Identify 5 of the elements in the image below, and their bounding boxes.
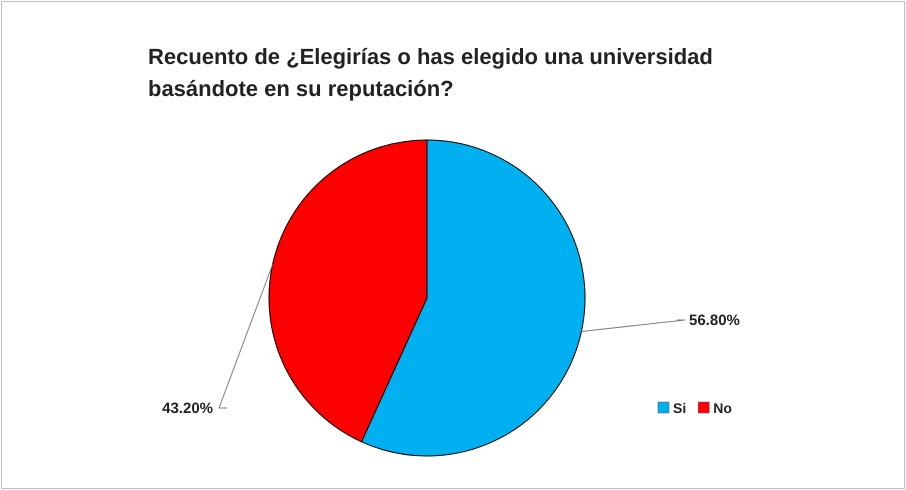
data-label: 43.20% — [162, 400, 213, 417]
data-label: 56.80% — [689, 312, 740, 329]
legend-label: No — [713, 400, 732, 416]
chart-title: Recuento de ¿Elegirías o has elegido una universidad basándote en su reputación? — [148, 44, 713, 101]
legend-label: Si — [673, 400, 686, 416]
